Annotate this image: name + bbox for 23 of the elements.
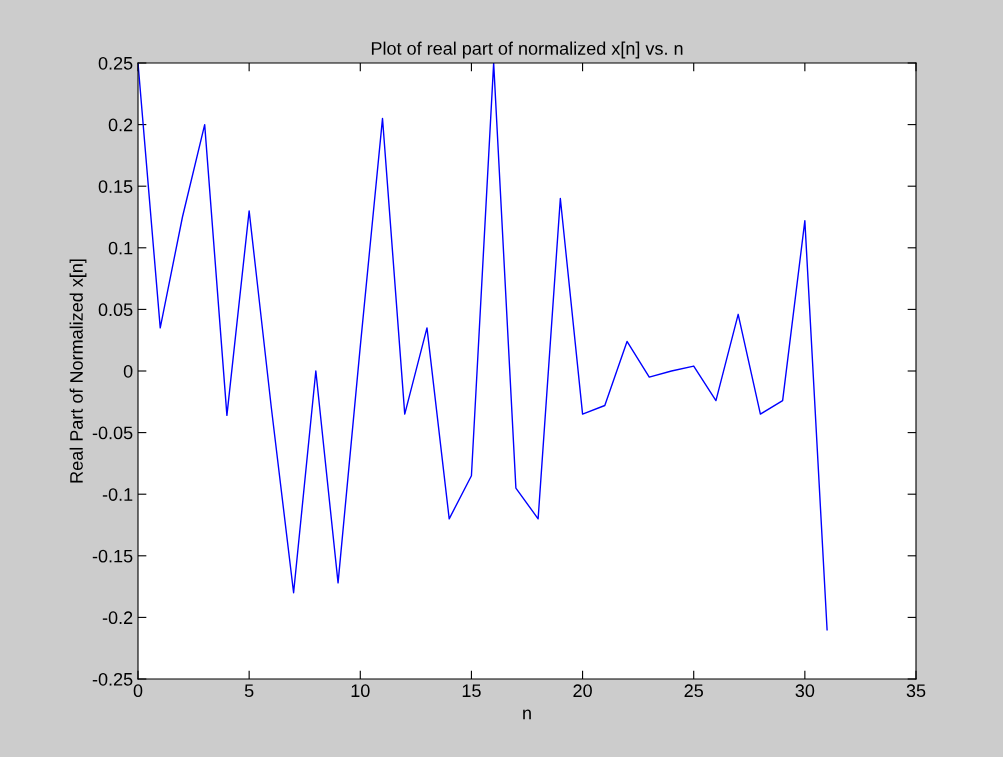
x-tick-label: 15: [462, 684, 481, 698]
y-tick-label: 0.05: [98, 303, 133, 317]
y-tick-label: 0: [123, 364, 133, 378]
y-tick-label: 0.2: [108, 118, 133, 132]
y-tick-label: 0.1: [108, 241, 133, 255]
x-tick-label: 10: [351, 684, 370, 698]
y-tick-label: -0.05: [92, 426, 133, 440]
x-tick-label: 35: [906, 684, 926, 698]
chart-title: Plot of real part of normalized x[n] vs. n: [371, 41, 683, 59]
x-tick-label: 5: [244, 684, 254, 698]
y-tick-label: 0.25: [98, 56, 133, 70]
x-tick-label: 20: [573, 684, 592, 698]
y-tick-label: -0.15: [92, 549, 133, 563]
x-axis-title: n: [523, 709, 531, 720]
y-tick-label: 0.15: [98, 180, 133, 193]
y-axis-title: Real Part of Normalized x[n]: [69, 259, 87, 483]
y-tick-label: -0.2: [102, 611, 133, 625]
y-tick-label: -0.1: [102, 488, 133, 501]
x-tick-label: 30: [795, 684, 815, 698]
line-series: [138, 63, 828, 631]
y-tick-label: -0.25: [92, 672, 133, 686]
x-tick-label: 25: [684, 684, 703, 698]
x-tick-label: 0: [133, 684, 143, 698]
